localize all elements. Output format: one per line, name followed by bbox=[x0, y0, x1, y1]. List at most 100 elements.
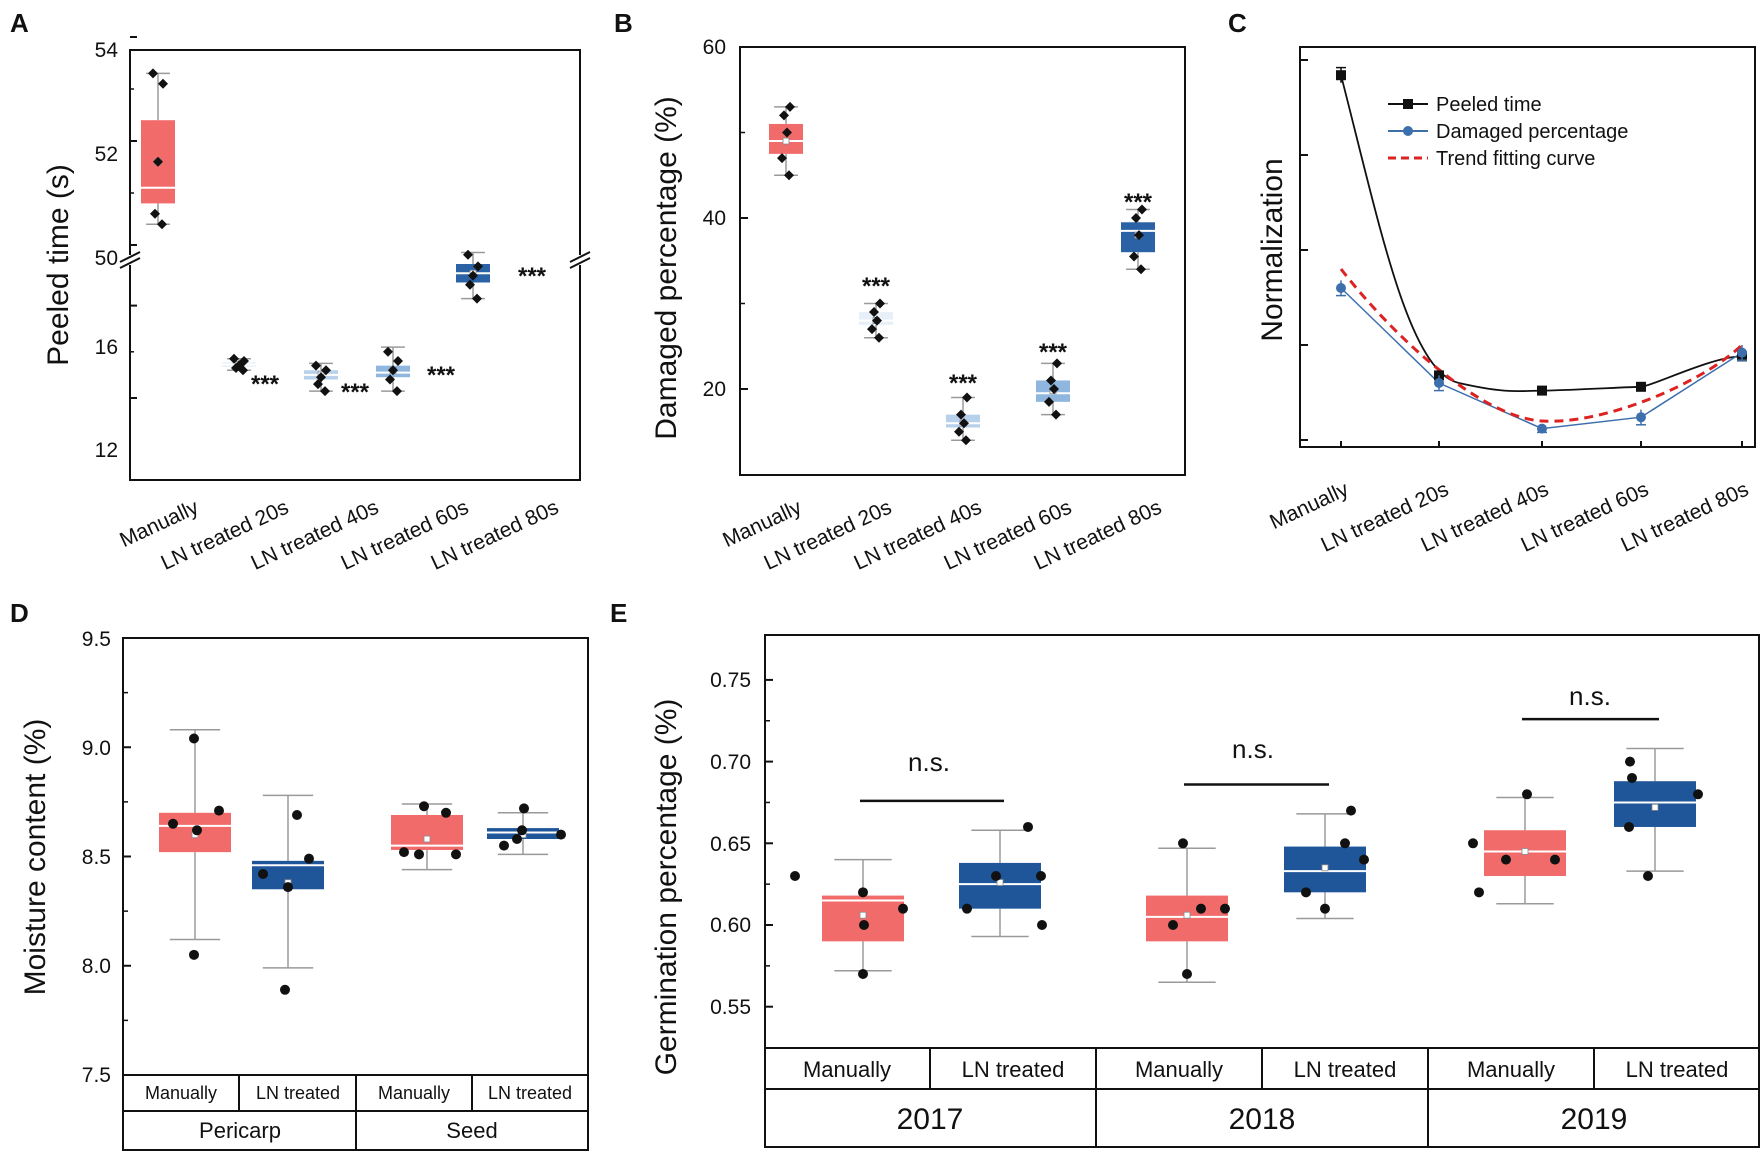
panel-a-box-1-point bbox=[229, 353, 239, 364]
panel-e-frame bbox=[764, 634, 1760, 1148]
panel-d-row1-1: LN treated bbox=[256, 1083, 340, 1103]
panel-b-box-3-point bbox=[1044, 396, 1054, 407]
panel-e-ns-2018: n.s. bbox=[1232, 734, 1274, 764]
panel-a-box-0-point bbox=[153, 156, 163, 167]
panel-a-axis-break bbox=[119, 251, 591, 269]
panel-e-box-2-point bbox=[1178, 838, 1188, 849]
panel-d-box-2-point bbox=[441, 807, 451, 818]
panel-e-box-3-point bbox=[1320, 903, 1330, 914]
panel-a-break-mark bbox=[119, 257, 141, 269]
panel-e-box-2-point bbox=[1182, 969, 1192, 980]
panel-d-tick-9-5: 9.5 bbox=[82, 628, 111, 651]
panel-e-boxes bbox=[790, 747, 1703, 983]
panel-b-box-1-point bbox=[875, 298, 885, 309]
panel-b-box-2-point bbox=[959, 418, 969, 429]
panel-a-box-2-point bbox=[316, 372, 326, 383]
panel-a-tick-50: 50 bbox=[95, 247, 118, 270]
panel-a-box-2-point bbox=[321, 365, 331, 376]
panel-d-box-0-point bbox=[214, 805, 224, 816]
panel-d-box-0-point bbox=[192, 825, 202, 836]
panel-e-box-4-point bbox=[1522, 789, 1532, 800]
panel-d-box-1-point bbox=[292, 809, 302, 820]
panel-a-box-0-point bbox=[157, 219, 167, 230]
panel-a-box-2-point bbox=[311, 360, 321, 371]
panel-a-box-3-point bbox=[392, 386, 402, 397]
panel-b-frame bbox=[739, 46, 1186, 476]
panel-a-peeled-time: 54 52 50 16 12 Peeled time (s) Manually … bbox=[42, 36, 591, 575]
panel-d-box-3-point bbox=[517, 825, 527, 836]
panel-d-row2-pericarp: Pericarp bbox=[199, 1118, 281, 1143]
panel-b-boxes bbox=[769, 101, 1155, 446]
panel-d-box-0-point bbox=[189, 733, 199, 744]
panel-d-tick-7-5: 7.5 bbox=[82, 1064, 111, 1087]
panel-d-box-2-point bbox=[399, 847, 409, 858]
panel-e-box-1-point bbox=[1023, 821, 1033, 832]
peeled-time-point bbox=[1336, 70, 1346, 81]
damaged-percentage-point bbox=[1737, 347, 1747, 358]
panel-letter-e: E bbox=[610, 598, 627, 628]
panel-letter-c: C bbox=[1228, 8, 1247, 38]
panel-b-tick-20: 20 bbox=[703, 378, 726, 401]
panel-a-box-4-point bbox=[472, 293, 482, 304]
panel-letter-d: D bbox=[10, 598, 29, 628]
panel-b-box-0-mean bbox=[782, 137, 790, 145]
panel-e-box-2-point bbox=[1220, 903, 1230, 914]
panel-a-tick-16: 16 bbox=[95, 336, 118, 359]
panel-b-box-1-point bbox=[872, 315, 882, 326]
panel-a-sig-ln40: *** bbox=[341, 379, 370, 406]
panel-d-box-1-point bbox=[283, 882, 293, 893]
panel-e-box-3-point bbox=[1340, 838, 1350, 849]
panel-e-box-4-point bbox=[1501, 854, 1511, 865]
legend-peeled-marker bbox=[1403, 99, 1413, 109]
panel-e-tick-0-55: 0.55 bbox=[710, 996, 751, 1019]
panel-a-box-3-point bbox=[385, 374, 395, 385]
legend-damaged-label: Damaged percentage bbox=[1436, 121, 1628, 143]
panel-e-box-3-point bbox=[1346, 805, 1356, 816]
panel-b-box-0-point bbox=[779, 110, 789, 121]
panel-e-y-axis-label: Germination percentage (%) bbox=[650, 699, 683, 1076]
panel-e-box-5-point bbox=[1643, 870, 1653, 881]
panel-b-box-3-point bbox=[1052, 358, 1062, 369]
damaged-percentage-point bbox=[1336, 283, 1346, 293]
panel-d-box-0-point bbox=[168, 818, 178, 829]
panel-b-sig-ln80: *** bbox=[1124, 189, 1153, 216]
panel-a-break-mark-right bbox=[569, 251, 591, 263]
panel-a-box-0-point bbox=[158, 78, 168, 89]
panel-c-normalization: Normalization Peeled time Damaged percen… bbox=[1256, 46, 1756, 557]
panel-d-tick-8-0: 8.0 bbox=[82, 955, 111, 978]
panel-b-box-0-point bbox=[782, 127, 792, 138]
panel-b-box-2-point bbox=[954, 426, 964, 437]
damaged-percentage-point bbox=[1537, 423, 1547, 434]
panel-e-year-2019: 2019 bbox=[1561, 1103, 1628, 1136]
panel-b-tick-40: 40 bbox=[703, 207, 726, 230]
panel-b-box-0-point bbox=[785, 101, 795, 112]
panel-e-row1-5: LN treated bbox=[1626, 1057, 1729, 1082]
panel-c-y-axis-label: Normalization bbox=[1256, 158, 1289, 341]
panel-e-significance-bars bbox=[860, 717, 1659, 803]
panel-a-box-0-point bbox=[148, 68, 158, 79]
panel-d-frame bbox=[122, 637, 589, 1151]
panel-e-box-0-point bbox=[858, 887, 868, 898]
panel-b-box-1-point bbox=[874, 332, 884, 343]
panel-e-box-0-mean bbox=[859, 911, 867, 919]
legend-trend-label: Trend fitting curve bbox=[1436, 148, 1595, 170]
panel-e-row1-4: Manually bbox=[1467, 1057, 1555, 1082]
panel-a-sig-ln20: *** bbox=[251, 371, 280, 398]
panel-b-box-4-point bbox=[1131, 213, 1141, 223]
panel-d-box-3-point bbox=[519, 803, 529, 814]
panel-e-box-1-point bbox=[1037, 920, 1047, 930]
panel-e-box-1-point bbox=[1036, 870, 1046, 881]
panel-d-box-2-point bbox=[419, 801, 429, 812]
panel-b-box-3-point bbox=[1049, 384, 1059, 394]
panel-a-ticks bbox=[130, 36, 137, 399]
panel-c-ticks bbox=[1300, 59, 1743, 447]
panel-e-row1-0: Manually bbox=[803, 1057, 891, 1082]
panel-b-box-2-point bbox=[961, 435, 971, 446]
panel-d-row2-seed: Seed bbox=[446, 1118, 497, 1143]
panel-e-box-4-point bbox=[1468, 838, 1478, 849]
panel-d-tick-8-5: 8.5 bbox=[82, 846, 111, 869]
panel-e-ns-2017: n.s. bbox=[908, 747, 950, 777]
panel-d-moisture-content: 9.5 9.0 8.5 8.0 7.5 Moisture content (%)… bbox=[19, 628, 589, 1151]
panel-b-box-4-point bbox=[1136, 264, 1146, 275]
